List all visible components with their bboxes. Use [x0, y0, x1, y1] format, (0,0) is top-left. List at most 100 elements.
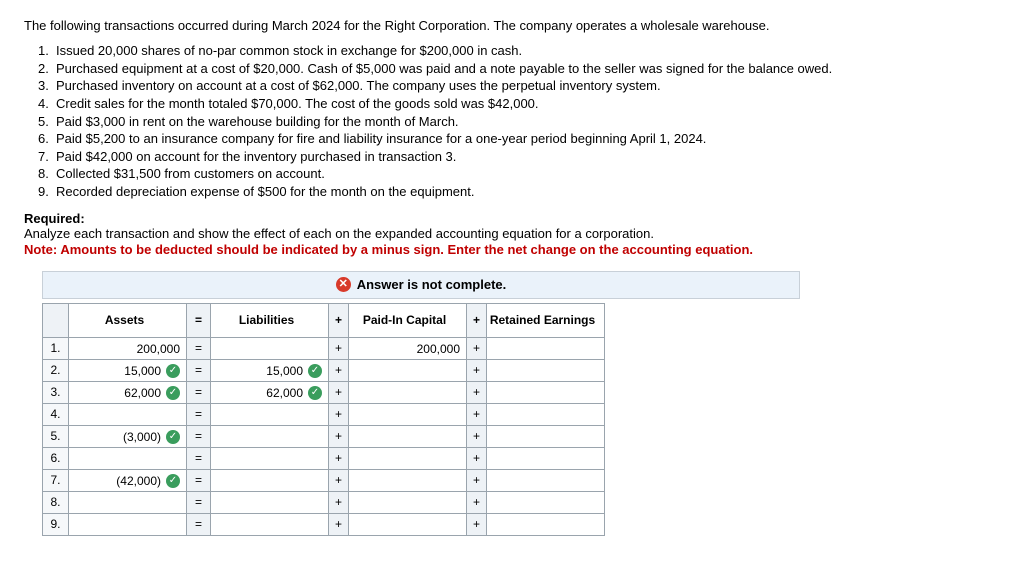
error-icon: ✕: [336, 277, 351, 292]
check-icon: ✓: [166, 364, 180, 378]
cell-re[interactable]: [487, 403, 605, 425]
tx-text: Collected $31,500 from customers on acco…: [56, 166, 325, 183]
cell-eq: =: [187, 469, 211, 491]
cell-pic[interactable]: [349, 469, 467, 491]
table-row: 5.(3,000)✓=++: [43, 425, 605, 447]
cell-eq: =: [187, 513, 211, 535]
cell-pic[interactable]: 200,000: [349, 337, 467, 359]
tx-text: Issued 20,000 shares of no-par common st…: [56, 43, 522, 60]
cell-assets[interactable]: (3,000)✓: [69, 425, 187, 447]
cell-eq: =: [187, 337, 211, 359]
cell-pic[interactable]: [349, 491, 467, 513]
tx-number: 3.: [38, 78, 54, 95]
col-pic: Paid-In Capital: [349, 303, 467, 337]
required-heading: Required:: [24, 211, 1000, 226]
cell-plus: +: [329, 337, 349, 359]
cell-assets[interactable]: [69, 403, 187, 425]
equation-table: Assets = Liabilities + Paid-In Capital +…: [42, 303, 605, 536]
table-row: 9.=++: [43, 513, 605, 535]
cell-plus: +: [329, 359, 349, 381]
cell-re[interactable]: [487, 491, 605, 513]
table-row: 2.15,000✓=15,000✓++: [43, 359, 605, 381]
transaction-item: 6.Paid $5,200 to an insurance company fo…: [38, 131, 1000, 148]
cell-eq: =: [187, 447, 211, 469]
table-row: 7.(42,000)✓=++: [43, 469, 605, 491]
cell-liab[interactable]: [211, 337, 329, 359]
cell-plus: +: [467, 403, 487, 425]
row-number: 9.: [43, 513, 69, 535]
cell-re[interactable]: [487, 447, 605, 469]
cell-assets[interactable]: 200,000: [69, 337, 187, 359]
tx-number: 8.: [38, 166, 54, 183]
row-number: 2.: [43, 359, 69, 381]
transaction-item: 2.Purchased equipment at a cost of $20,0…: [38, 61, 1000, 78]
row-number: 6.: [43, 447, 69, 469]
row-number: 1.: [43, 337, 69, 359]
tx-number: 7.: [38, 149, 54, 166]
cell-liab[interactable]: [211, 447, 329, 469]
cell-liab[interactable]: [211, 513, 329, 535]
cell-assets[interactable]: [69, 513, 187, 535]
cell-re[interactable]: [487, 425, 605, 447]
required-text: Analyze each transaction and show the ef…: [24, 226, 1000, 243]
cell-pic[interactable]: [349, 381, 467, 403]
corner-cell: [43, 303, 69, 337]
cell-eq: =: [187, 425, 211, 447]
tx-number: 9.: [38, 184, 54, 201]
status-banner: ✕ Answer is not complete.: [42, 271, 800, 299]
check-icon: ✓: [166, 386, 180, 400]
tx-number: 6.: [38, 131, 54, 148]
cell-plus: +: [329, 403, 349, 425]
cell-re[interactable]: [487, 381, 605, 403]
check-icon: ✓: [166, 430, 180, 444]
transaction-item: 5.Paid $3,000 in rent on the warehouse b…: [38, 114, 1000, 131]
cell-plus: +: [467, 425, 487, 447]
tx-text: Purchased inventory on account at a cost…: [56, 78, 661, 95]
cell-plus: +: [329, 513, 349, 535]
cell-plus: +: [329, 491, 349, 513]
cell-plus: +: [467, 469, 487, 491]
cell-liab[interactable]: 62,000✓: [211, 381, 329, 403]
cell-assets[interactable]: 15,000✓: [69, 359, 187, 381]
cell-assets[interactable]: [69, 491, 187, 513]
cell-liab[interactable]: [211, 403, 329, 425]
check-icon: ✓: [166, 474, 180, 488]
table-row: 1.200,000=+200,000+: [43, 337, 605, 359]
cell-liab[interactable]: [211, 469, 329, 491]
tx-number: 4.: [38, 96, 54, 113]
row-number: 8.: [43, 491, 69, 513]
cell-pic[interactable]: [349, 513, 467, 535]
cell-liab[interactable]: 15,000✓: [211, 359, 329, 381]
cell-plus: +: [467, 337, 487, 359]
cell-assets[interactable]: 62,000✓: [69, 381, 187, 403]
table-row: 4.=++: [43, 403, 605, 425]
cell-plus: +: [329, 447, 349, 469]
cell-re[interactable]: [487, 359, 605, 381]
cell-plus: +: [329, 425, 349, 447]
cell-pic[interactable]: [349, 425, 467, 447]
transaction-item: 4.Credit sales for the month totaled $70…: [38, 96, 1000, 113]
cell-assets[interactable]: (42,000)✓: [69, 469, 187, 491]
cell-eq: =: [187, 491, 211, 513]
tx-text: Credit sales for the month totaled $70,0…: [56, 96, 539, 113]
cell-assets[interactable]: [69, 447, 187, 469]
tx-text: Paid $3,000 in rent on the warehouse bui…: [56, 114, 459, 131]
cell-pic[interactable]: [349, 359, 467, 381]
cell-pic[interactable]: [349, 447, 467, 469]
cell-plus: +: [467, 447, 487, 469]
cell-pic[interactable]: [349, 403, 467, 425]
tx-number: 2.: [38, 61, 54, 78]
cell-re[interactable]: [487, 337, 605, 359]
table-row: 3.62,000✓=62,000✓++: [43, 381, 605, 403]
cell-plus: +: [467, 381, 487, 403]
tx-text: Paid $5,200 to an insurance company for …: [56, 131, 706, 148]
tx-number: 1.: [38, 43, 54, 60]
cell-liab[interactable]: [211, 425, 329, 447]
cell-re[interactable]: [487, 469, 605, 491]
transaction-item: 9.Recorded depreciation expense of $500 …: [38, 184, 1000, 201]
col-plus1: +: [329, 303, 349, 337]
cell-liab[interactable]: [211, 491, 329, 513]
table-row: 6. = + +: [43, 447, 605, 469]
cell-re[interactable]: [487, 513, 605, 535]
banner-text: Answer is not complete.: [357, 277, 507, 292]
